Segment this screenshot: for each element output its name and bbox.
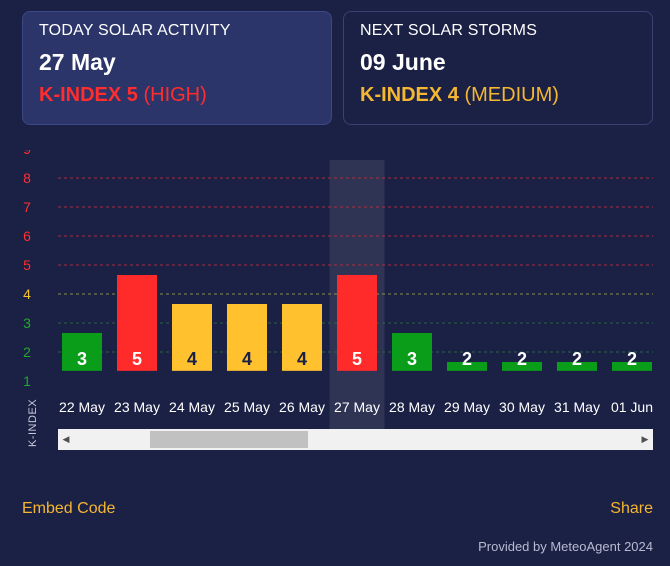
- bar-28-may: [392, 333, 432, 371]
- scrollbar-thumb[interactable]: [150, 431, 308, 448]
- x-tick-label: 23 May: [114, 399, 160, 415]
- bar-value-label: 2: [572, 349, 582, 369]
- today-kindex-level: (HIGH): [143, 84, 207, 106]
- bar-value-label: 4: [187, 349, 197, 369]
- y-axis-label: K-INDEX: [27, 398, 39, 447]
- x-tick-label: 25 May: [224, 399, 270, 415]
- today-activity-card: TODAY SOLAR ACTIVITY 27 May K-INDEX 5 (H…: [22, 11, 332, 125]
- x-tick-label: 27 May: [334, 399, 380, 415]
- bar-23-may: [117, 275, 157, 371]
- bar-25-may: [227, 304, 267, 371]
- bar-24-may: [172, 304, 212, 371]
- x-tick-label: 24 May: [169, 399, 215, 415]
- embed-code-link[interactable]: Embed Code: [22, 500, 116, 517]
- kindex-bar-chart: 1 2 3 4 5 6 7 8 9 3 22 May 5 23 May 4 24 May 4 25 May 4 26…: [23, 150, 653, 429]
- bar-value-label: 4: [297, 349, 307, 369]
- bar-value-label: 3: [77, 349, 87, 369]
- x-tick-label: 31 May: [554, 399, 600, 415]
- next-kindex-value: K-INDEX 4: [360, 84, 459, 106]
- provided-by-text: Provided by MeteoAgent 2024: [478, 539, 653, 554]
- y-tick-label: 3: [23, 315, 31, 331]
- x-tick-label: 01 Jun: [611, 399, 653, 415]
- y-tick-label: 9: [23, 150, 31, 157]
- y-tick-label: 8: [23, 170, 31, 186]
- bar-value-label: 2: [627, 349, 637, 369]
- bar-22-may: [62, 333, 102, 371]
- bar-value-label: 5: [352, 349, 362, 369]
- y-tick-label: 6: [23, 228, 31, 244]
- x-tick-label: 26 May: [279, 399, 325, 415]
- bar-27-may: [337, 275, 377, 371]
- today-kindex: K-INDEX 5 (HIGH): [39, 84, 315, 107]
- next-date: 09 June: [360, 49, 446, 75]
- x-tick-label: 22 May: [59, 399, 105, 415]
- next-label: NEXT SOLAR STORMS: [360, 22, 538, 39]
- scroll-left-icon[interactable]: ◀: [62, 434, 70, 444]
- next-storm-card: NEXT SOLAR STORMS 09 June K-INDEX 4 (MED…: [343, 11, 653, 125]
- next-kindex-level: (MEDIUM): [464, 84, 559, 106]
- bar-value-label: 3: [407, 349, 417, 369]
- chart-scrollbar[interactable]: ◀ ▶: [58, 429, 653, 450]
- x-tick-label: 29 May: [444, 399, 490, 415]
- today-date: 27 May: [39, 49, 116, 75]
- y-tick-label: 4: [23, 286, 31, 302]
- bar-29-may: [447, 362, 487, 371]
- bar-26-may: [282, 304, 322, 371]
- bar-value-label: 2: [462, 349, 472, 369]
- bar-31-may: [557, 362, 597, 371]
- scroll-right-icon[interactable]: ▶: [641, 434, 649, 444]
- next-kindex: K-INDEX 4 (MEDIUM): [360, 84, 636, 107]
- share-link[interactable]: Share: [610, 500, 653, 517]
- y-tick-label: 2: [23, 344, 31, 360]
- bar-value-label: 5: [132, 349, 142, 369]
- x-tick-label: 30 May: [499, 399, 545, 415]
- x-tick-label: 28 May: [389, 399, 435, 415]
- bar-01-jun: [612, 362, 652, 371]
- y-tick-label: 7: [23, 199, 31, 215]
- today-kindex-value: K-INDEX 5: [39, 84, 138, 106]
- bar-30-may: [502, 362, 542, 371]
- bar-value-label: 2: [517, 349, 527, 369]
- y-tick-label: 5: [23, 257, 31, 273]
- bar-value-label: 4: [242, 349, 252, 369]
- today-label: TODAY SOLAR ACTIVITY: [39, 22, 231, 39]
- y-tick-label: 1: [23, 373, 31, 389]
